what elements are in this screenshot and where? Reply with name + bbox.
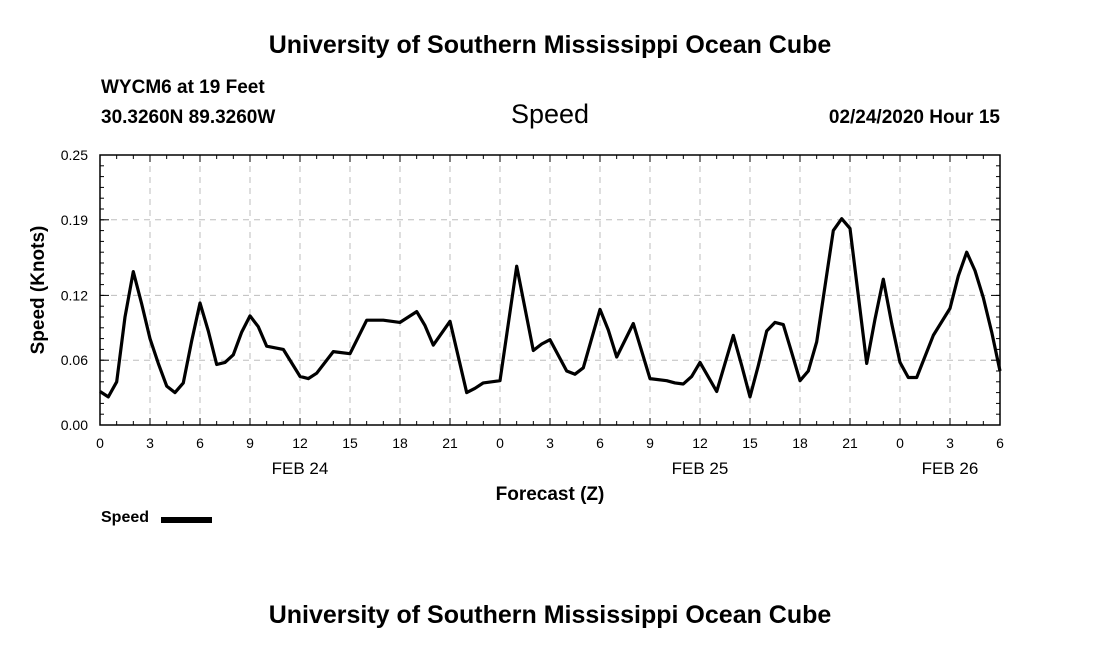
x-tick-label: 6 <box>196 435 204 451</box>
x-axis-label: Forecast (Z) <box>496 484 605 505</box>
series-layer <box>99 217 1002 399</box>
grid-lines <box>100 155 1000 425</box>
x-tick-label: 15 <box>742 435 758 451</box>
x-tick-label: 3 <box>146 435 154 451</box>
forecast-timestamp: 02/24/2020 Hour 15 <box>828 107 1000 128</box>
x-tick-label: 15 <box>342 435 358 451</box>
day-label: FEB 25 <box>672 459 729 478</box>
y-tick-label: 0.06 <box>61 352 88 368</box>
day-label: FEB 26 <box>922 459 979 478</box>
y-tick-label: 0.19 <box>61 212 88 228</box>
speed-series-line <box>99 217 1002 399</box>
x-tick-label: 21 <box>442 435 458 451</box>
y-axis-label: Speed (Knots) <box>28 226 49 355</box>
x-tick-label: 6 <box>596 435 604 451</box>
station-label: WYCM6 at 19 Feet <box>101 77 265 98</box>
legend-label: Speed <box>101 509 150 526</box>
x-tick-label: 18 <box>392 435 408 451</box>
x-tick-label: 6 <box>996 435 1004 451</box>
x-tick-label: 21 <box>842 435 858 451</box>
x-tick-label: 3 <box>546 435 554 451</box>
x-tick-label: 3 <box>946 435 954 451</box>
x-tick-label: 9 <box>246 435 254 451</box>
chart-title: Speed <box>510 99 590 129</box>
station-coordinates: 30.3260N 89.3260W <box>101 107 276 128</box>
x-tick-label: 0 <box>96 435 104 451</box>
y-tick-label: 0.25 <box>61 147 88 163</box>
x-tick-label: 18 <box>792 435 808 451</box>
page-title: University of Southern Mississippi Ocean… <box>268 31 832 59</box>
y-tick-label: 0.12 <box>61 287 88 303</box>
legend-swatch <box>161 517 212 523</box>
x-tick-label: 12 <box>692 435 708 451</box>
y-tick-label: 0.00 <box>61 417 88 433</box>
x-tick-label: 0 <box>896 435 904 451</box>
x-tick-label: 9 <box>646 435 654 451</box>
footer-title: University of Southern Mississippi Ocean… <box>268 601 832 629</box>
tick-labels: 0 3 6 9 12 15 18 21 0 3 6 9 12 15 18 21 0 3 6 0.00 0.06 0.12 0… <box>61 147 1004 478</box>
x-tick-label: 12 <box>292 435 308 451</box>
day-label: FEB 24 <box>272 459 329 478</box>
x-tick-label: 0 <box>496 435 504 451</box>
